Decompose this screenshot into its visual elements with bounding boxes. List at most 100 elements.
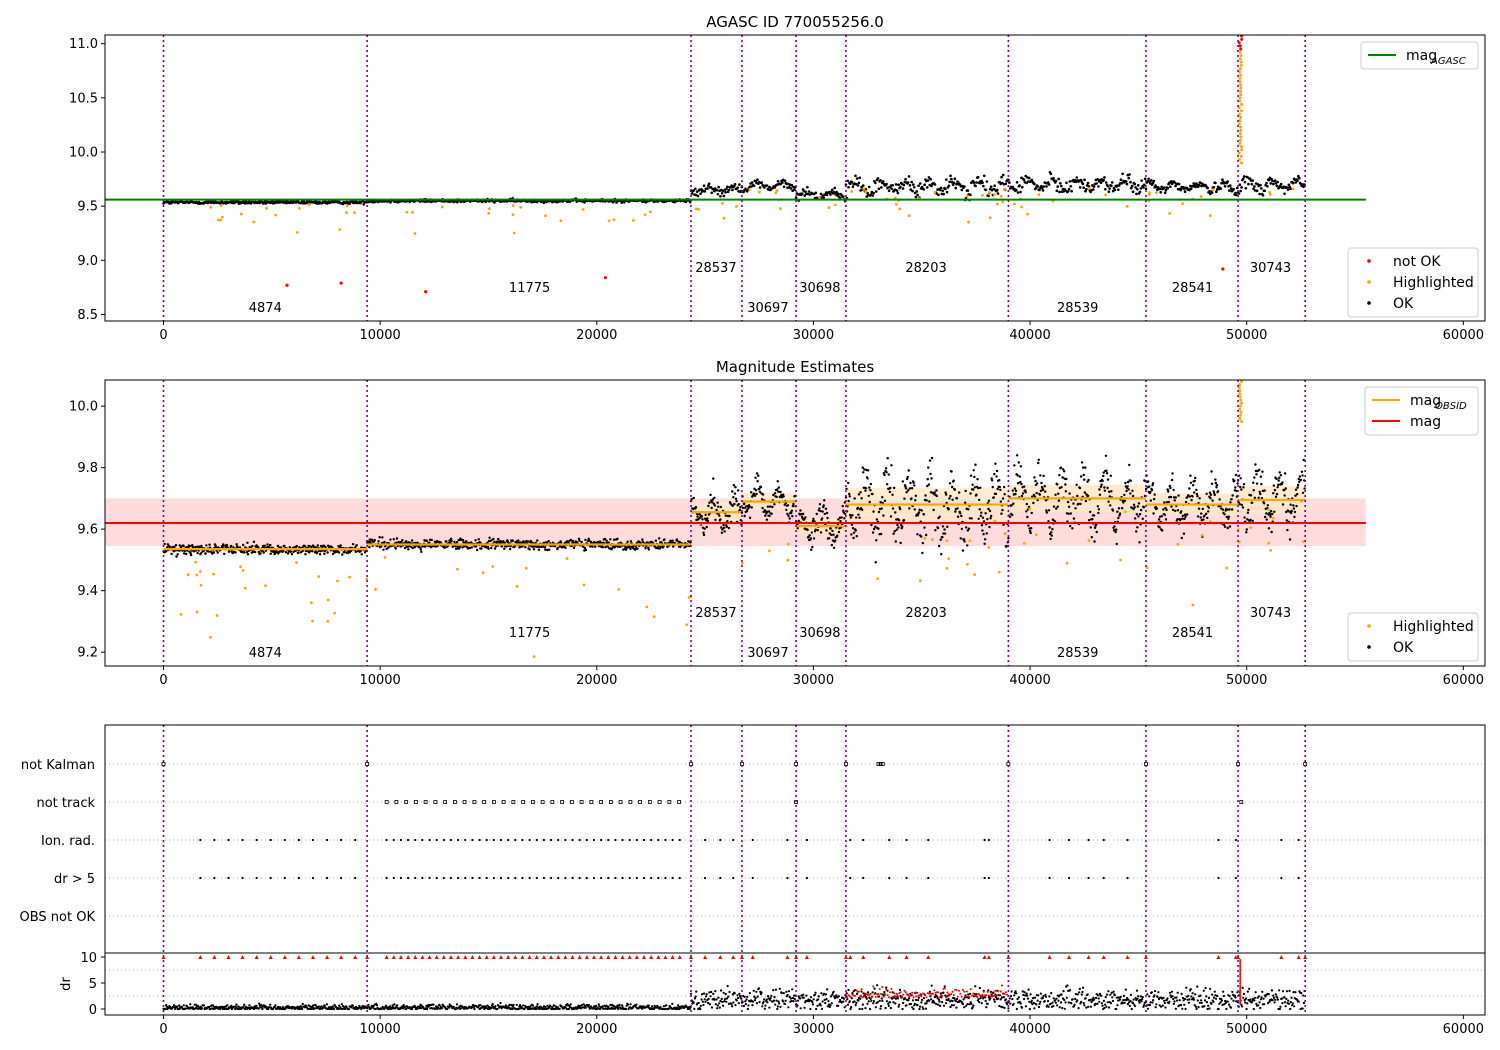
dr-gt-5-marker	[983, 876, 986, 880]
dr-spike-point	[1239, 959, 1242, 962]
dr-gt-5-marker	[849, 876, 852, 880]
ion-rad-marker	[678, 838, 681, 842]
ion-rad-marker	[521, 838, 524, 842]
legend-label: mag	[1410, 414, 1441, 430]
highlighted-point	[317, 575, 321, 578]
ion-rad-marker	[805, 838, 809, 842]
dr-gt-5-marker	[241, 876, 244, 880]
dr-gt-5-marker	[751, 876, 754, 880]
spike-point	[1239, 125, 1243, 129]
dr-clipped-marker	[570, 955, 575, 959]
highlighted-point	[582, 583, 586, 587]
dr-clipped-marker	[427, 955, 432, 959]
ion-rad-marker	[255, 838, 258, 842]
highlighted-point	[309, 601, 313, 605]
highlighted-point	[515, 584, 519, 588]
x-tick-label: 20000	[576, 1022, 617, 1037]
flag-row-label: not Kalman	[21, 758, 95, 773]
highlighted-point	[993, 519, 997, 523]
dr-clipped-marker	[703, 955, 708, 959]
dr-gt-5-marker	[1217, 876, 1220, 880]
spike-point	[1240, 145, 1244, 149]
dr-spike-point	[1239, 986, 1242, 989]
dr-clipped-marker	[413, 955, 418, 959]
ion-rad-marker	[414, 838, 417, 842]
ion-rad-marker	[1297, 838, 1300, 842]
dr-gt-5-marker	[862, 876, 865, 880]
highlighted-point	[1065, 561, 1069, 565]
highlighted-point	[775, 189, 779, 192]
not-track-marker	[530, 800, 535, 804]
legend-box	[1347, 247, 1479, 318]
dr-spike-point	[1239, 1002, 1242, 1005]
spike-point	[1238, 67, 1242, 71]
dr-gt-5-marker	[671, 876, 674, 880]
ion-rad-marker	[528, 838, 531, 842]
highlighted-point	[1291, 187, 1295, 191]
ion-rad-marker	[983, 838, 986, 842]
y-tick-label: 9.0	[77, 254, 98, 269]
dr-clipped-marker	[339, 955, 344, 959]
dr-gt-5-marker	[1048, 876, 1051, 880]
dr-spike-point	[1239, 960, 1242, 963]
dr-clipped-marker	[310, 955, 315, 959]
dr-gt-5-marker	[888, 876, 891, 880]
ion-rad-marker	[557, 838, 560, 842]
dr-gt-5-marker	[485, 876, 488, 880]
dr-clipped-marker	[584, 955, 589, 959]
dr-clipped-marker	[520, 955, 525, 959]
highlighted-point	[774, 191, 778, 195]
dr-gt-5-marker	[905, 876, 908, 880]
spike-point	[1239, 73, 1243, 77]
dr-clipped-marker	[240, 955, 245, 959]
highlighted-point	[217, 218, 220, 222]
not-track-marker	[550, 800, 555, 804]
dr-clipped-marker	[591, 955, 596, 959]
dr-clipped-marker	[506, 955, 511, 959]
not-track-marker	[677, 800, 681, 804]
ion-rad-marker	[478, 838, 481, 842]
spike-point	[1239, 398, 1243, 402]
legend-label: mag	[1406, 48, 1437, 64]
highlighted-point	[923, 536, 927, 540]
highlighted-point	[1181, 202, 1185, 206]
spike-point	[1238, 392, 1242, 396]
spike-point	[1240, 102, 1244, 106]
ion-rad-marker	[862, 838, 865, 842]
not-track-marker	[472, 800, 477, 804]
highlighted-point	[697, 207, 700, 211]
ion-rad-marker	[485, 838, 488, 842]
highlighted-point	[198, 570, 202, 573]
dr-clipped-marker	[656, 955, 661, 959]
magnitude-axes-frame	[104, 379, 1486, 667]
dr-spike-point	[1239, 962, 1242, 965]
legend-dot-swatch	[1367, 645, 1371, 649]
dr-gt-5-marker	[392, 876, 395, 880]
dr-gt-5-marker	[354, 876, 357, 880]
dr-clipped-marker	[491, 955, 496, 959]
dr-gt-5-marker	[614, 876, 617, 880]
ion-rad-marker	[849, 838, 852, 842]
not-ok-point	[285, 283, 289, 287]
dr-ok-points-30698	[795, 988, 847, 1011]
obsid-label: 11775	[509, 626, 550, 641]
highlighted-point	[179, 613, 183, 616]
highlighted-point	[243, 586, 247, 590]
dr-gt-5-marker	[927, 876, 930, 880]
ion-rad-marker	[614, 838, 617, 842]
dr-gt-5-marker	[227, 876, 230, 880]
flag-row-label: OBS not OK	[20, 910, 96, 925]
dr-clipped-marker	[986, 955, 991, 959]
not-kalman-marker	[876, 762, 881, 766]
dr-clipped-marker	[420, 955, 425, 959]
dr-gt-5-marker	[542, 876, 546, 880]
highlighted-point	[511, 204, 515, 208]
dr-clipped-marker	[620, 955, 625, 959]
dr-ok-points-30743	[1236, 986, 1306, 1011]
ion-rad-marker	[592, 838, 596, 842]
dr-spike-point	[1239, 982, 1242, 985]
spike-point	[1238, 404, 1242, 408]
ion-rad-marker	[578, 838, 581, 842]
dr-spike-point	[1239, 964, 1242, 967]
